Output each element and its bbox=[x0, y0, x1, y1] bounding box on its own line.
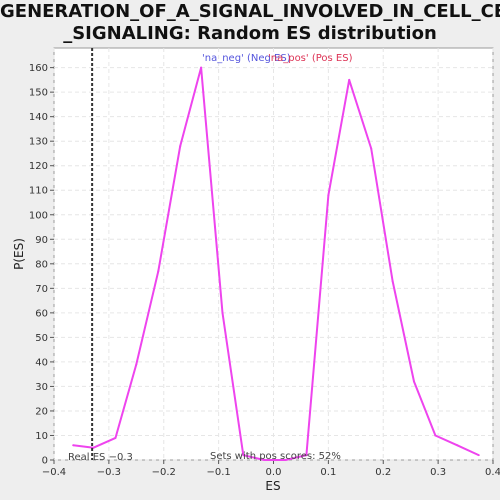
x-tick-label: −0.3 bbox=[97, 467, 121, 478]
chart-title-line-1: GENERATION_OF_A_SIGNAL_INVOLVED_IN_CELL_… bbox=[0, 1, 500, 22]
y-tick-label: 40 bbox=[35, 357, 48, 368]
y-tick-label: 10 bbox=[35, 431, 48, 442]
y-tick-label: 150 bbox=[29, 88, 48, 99]
y-tick-label: 100 bbox=[29, 210, 48, 221]
y-tick-label: 110 bbox=[29, 186, 48, 197]
data-point bbox=[135, 363, 138, 366]
data-point bbox=[72, 444, 75, 447]
data-point bbox=[370, 147, 373, 150]
legend-entry-pos: 'na_pos' (Pos ES) bbox=[268, 53, 353, 64]
data-point bbox=[284, 459, 287, 461]
y-tick-label: 0 bbox=[42, 456, 48, 467]
y-tick-label: 120 bbox=[29, 161, 48, 172]
data-series bbox=[72, 66, 480, 461]
data-point bbox=[348, 78, 351, 81]
y-tick-label: 130 bbox=[29, 137, 48, 148]
pos-scores-annotation: Sets with pos scores: 52% bbox=[210, 451, 341, 462]
data-point bbox=[179, 145, 182, 148]
y-tick-label: 160 bbox=[29, 63, 48, 74]
chart-title-line-2: _SIGNALING: Random ES distribution bbox=[63, 23, 437, 44]
legend-entry-neg: 'na_neg' (Neg ES) bbox=[202, 53, 291, 64]
y-tick-label: 90 bbox=[35, 235, 48, 246]
y-tick-label: 60 bbox=[35, 308, 48, 319]
data-point bbox=[157, 270, 160, 273]
data-point bbox=[456, 444, 459, 447]
data-point bbox=[242, 454, 245, 457]
x-tick-label: −0.4 bbox=[42, 467, 66, 478]
data-point bbox=[305, 454, 308, 457]
x-tick-label: 0.4 bbox=[485, 467, 500, 478]
data-point bbox=[221, 311, 224, 314]
grid-lines bbox=[53, 48, 494, 461]
data-point bbox=[434, 434, 437, 437]
y-tick-label: 30 bbox=[35, 382, 48, 393]
y-tick-label: 50 bbox=[35, 333, 48, 344]
data-point bbox=[391, 279, 394, 282]
y-tick-label: 80 bbox=[35, 259, 48, 270]
data-point bbox=[200, 66, 203, 69]
data-point bbox=[327, 194, 330, 197]
y-axis-label: P(ES) bbox=[12, 238, 26, 270]
x-tick-label: −0.1 bbox=[206, 467, 230, 478]
x-tick-label: 0.2 bbox=[375, 467, 391, 478]
real-es-label: Real ES −0.3 bbox=[68, 452, 133, 463]
data-point bbox=[412, 380, 415, 383]
y-tick-label: 70 bbox=[35, 284, 48, 295]
data-point bbox=[114, 436, 117, 439]
x-tick-label: −0.2 bbox=[152, 467, 176, 478]
distribution-line bbox=[73, 66, 480, 461]
x-axis-label: ES bbox=[265, 479, 280, 493]
x-tick-label: 0.0 bbox=[266, 467, 282, 478]
axes: 0 10 20 30 40 50 60 70 80 90 100 110 120 130 140 150 160… bbox=[29, 63, 500, 478]
x-tick-label: 0.3 bbox=[430, 467, 446, 478]
y-tick-label: 140 bbox=[29, 112, 48, 123]
data-point bbox=[263, 459, 266, 461]
y-tick-label: 20 bbox=[35, 406, 48, 417]
x-tick-label: 0.1 bbox=[320, 467, 336, 478]
data-point bbox=[477, 454, 480, 457]
